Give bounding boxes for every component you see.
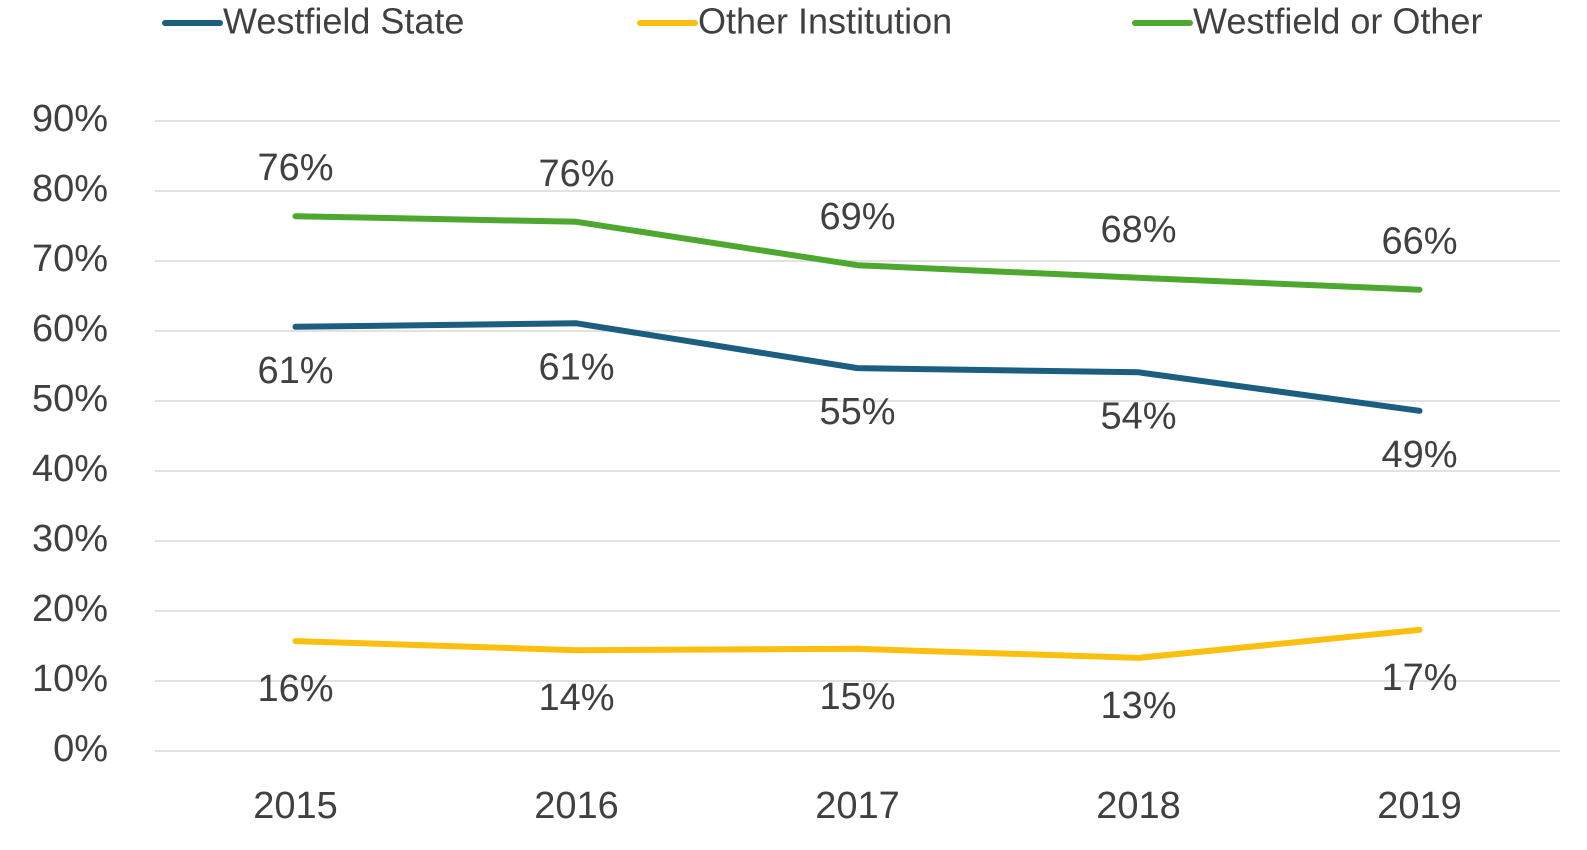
y-tick-label: 20% bbox=[32, 588, 108, 630]
legend-label: Westfield or Other bbox=[1193, 1, 1482, 42]
data-label: 15% bbox=[819, 676, 895, 718]
data-label: 69% bbox=[819, 196, 895, 238]
y-tick-label: 60% bbox=[32, 308, 108, 350]
data-label: 76% bbox=[257, 147, 333, 189]
data-label: 14% bbox=[538, 677, 614, 719]
series-line bbox=[292, 320, 1423, 414]
y-tick-label: 90% bbox=[32, 98, 108, 140]
data-label: 68% bbox=[1100, 209, 1176, 251]
data-label: 61% bbox=[538, 346, 614, 388]
data-label: 55% bbox=[819, 391, 895, 433]
series-line bbox=[292, 626, 1423, 661]
data-label: 66% bbox=[1381, 221, 1457, 263]
data-label: 61% bbox=[257, 350, 333, 392]
x-tick-label: 2018 bbox=[1096, 785, 1181, 827]
data-label: 76% bbox=[538, 153, 614, 195]
x-tick-label: 2017 bbox=[815, 785, 900, 827]
y-tick-label: 10% bbox=[32, 658, 108, 700]
x-tick-label: 2016 bbox=[534, 785, 619, 827]
x-tick-label: 2015 bbox=[253, 785, 338, 827]
data-label: 54% bbox=[1100, 395, 1176, 437]
y-tick-label: 50% bbox=[32, 378, 108, 420]
series-line bbox=[292, 213, 1423, 293]
y-tick-label: 40% bbox=[32, 448, 108, 490]
data-label: 16% bbox=[257, 668, 333, 710]
x-tick-label: 2019 bbox=[1377, 785, 1462, 827]
legend-label: Westfield State bbox=[223, 1, 464, 42]
y-tick-label: 0% bbox=[53, 728, 108, 770]
y-tick-label: 70% bbox=[32, 238, 108, 280]
y-tick-label: 80% bbox=[32, 168, 108, 210]
data-label: 17% bbox=[1381, 657, 1457, 699]
data-label: 49% bbox=[1381, 434, 1457, 476]
data-label: 13% bbox=[1100, 685, 1176, 727]
y-tick-label: 30% bbox=[32, 518, 108, 560]
legend-label: Other Institution bbox=[698, 1, 952, 42]
